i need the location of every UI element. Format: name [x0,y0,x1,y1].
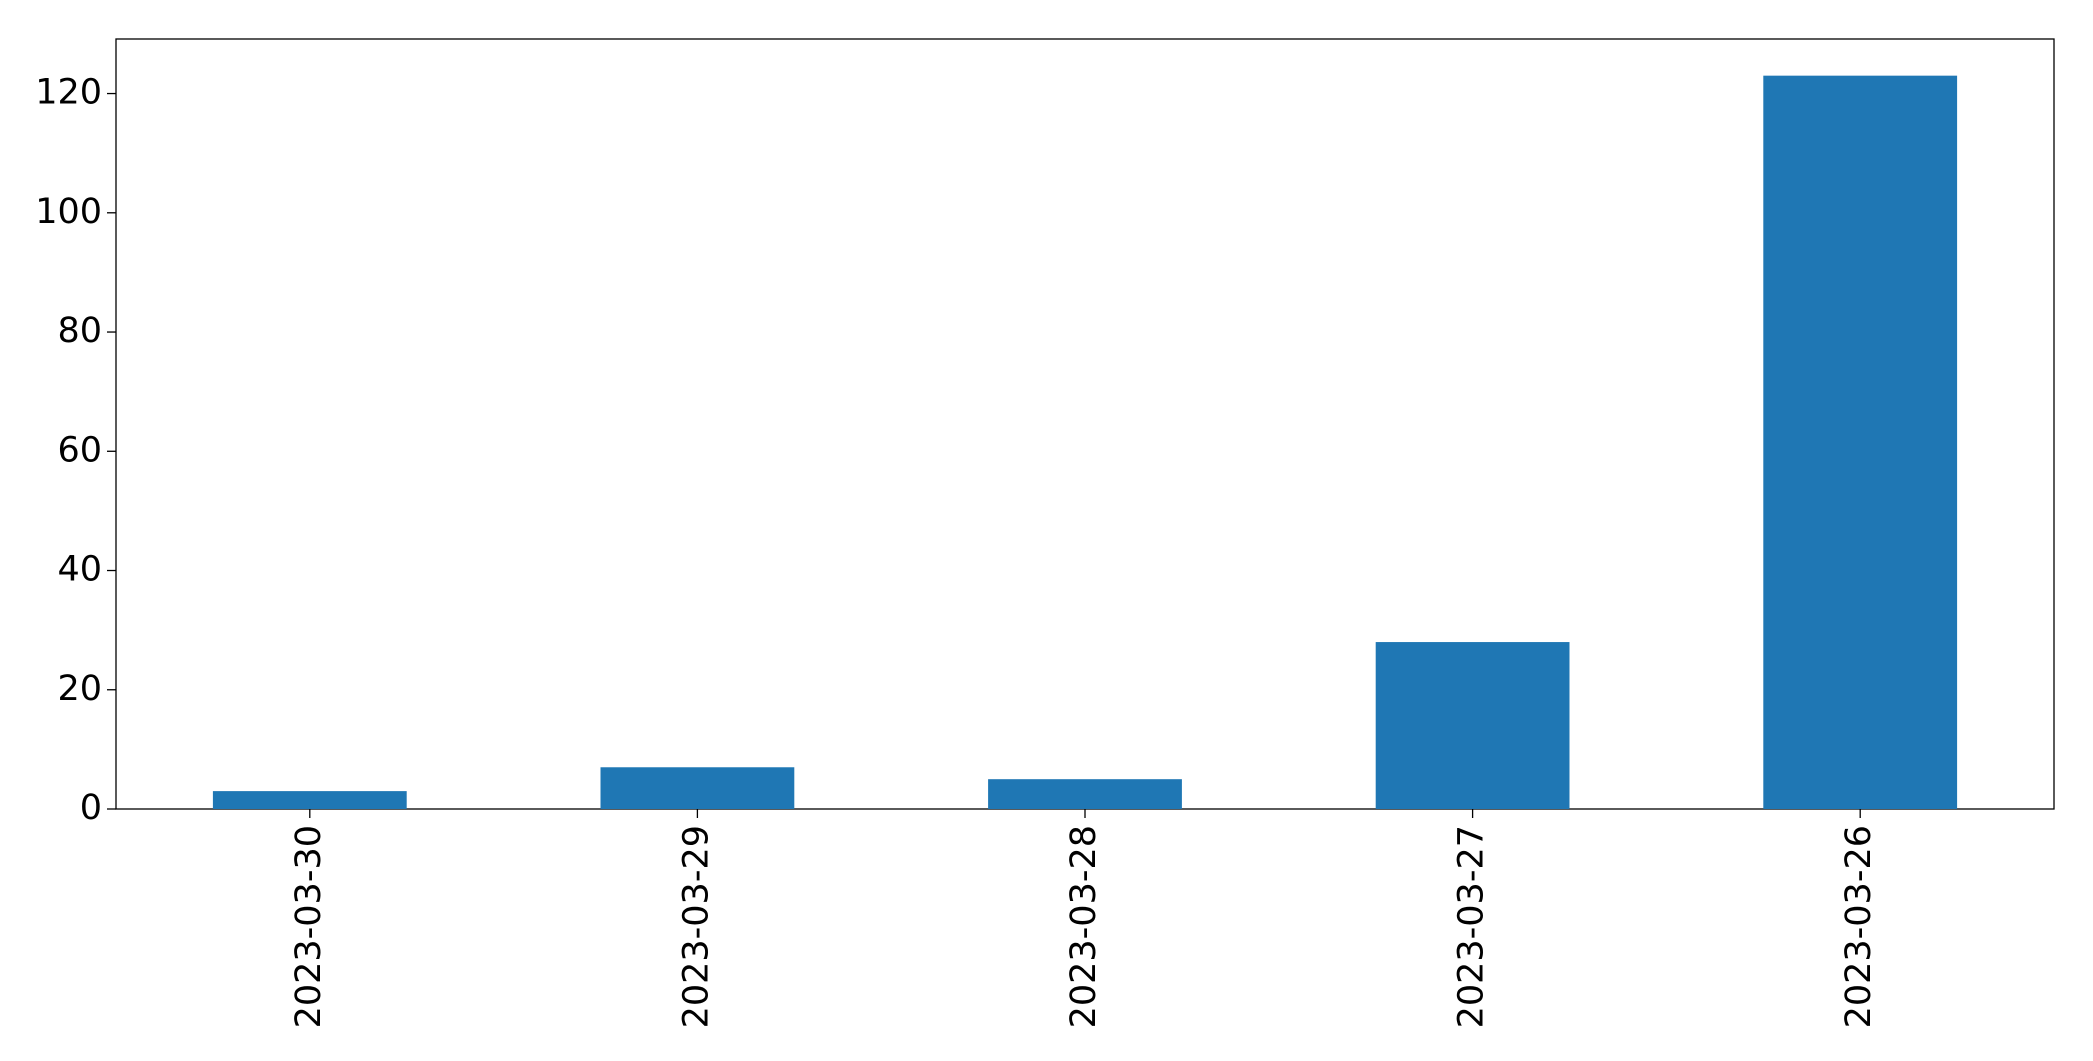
bar [212,791,407,809]
x-tick-label: 2023-03-27 [1452,825,1492,1028]
y-tick-label: 0 [80,788,102,828]
y-tick-label: 20 [57,669,102,709]
y-tick-label: 120 [35,73,102,113]
x-tick-label: 2023-03-28 [1064,825,1104,1028]
x-tick-label: 2023-03-26 [1839,825,1879,1028]
y-tick-label: 80 [57,311,102,351]
bar [1763,75,1958,809]
y-tick-label: 100 [35,192,102,232]
y-tick-label: 60 [57,430,102,470]
bar [600,767,795,809]
y-tick-label: 40 [57,550,102,590]
bar [988,779,1182,809]
x-tick-label: 2023-03-30 [289,825,329,1028]
x-tick-label: 2023-03-29 [676,825,716,1028]
bar [1375,642,1570,809]
